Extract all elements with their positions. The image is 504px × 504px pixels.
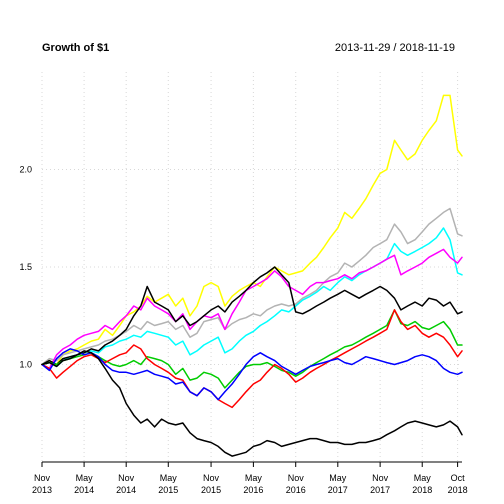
series-line-2 <box>41 207 463 366</box>
x-tick-label-month: Nov <box>288 473 305 483</box>
x-tick-label-month: May <box>160 473 178 483</box>
series-line-7 <box>41 309 463 409</box>
y-tick-label: 2.0 <box>19 165 32 175</box>
y-tick-label: 1.0 <box>19 360 32 370</box>
series-line-4 <box>41 248 463 370</box>
x-tick-label-year: 2017 <box>370 485 390 495</box>
series-lines <box>41 94 463 457</box>
chart-subtitle: 2013-11-29 / 2018-11-19 <box>335 42 455 54</box>
x-tick-label-year: 2015 <box>201 485 221 495</box>
x-tick-label-year: 2016 <box>243 485 263 495</box>
x-tick-label-year: 2016 <box>286 485 306 495</box>
series-line-3 <box>41 227 463 368</box>
grid <box>41 72 462 462</box>
x-tick-label-month: Nov <box>118 473 135 483</box>
x-tick-label-year: 2015 <box>158 485 178 495</box>
y-tick-label: 1.5 <box>19 262 32 272</box>
x-tick-label-month: May <box>414 473 432 483</box>
series-line-6 <box>41 309 463 389</box>
x-tick-label-month: Nov <box>203 473 220 483</box>
x-tick-label-month: Oct <box>451 473 466 483</box>
x-tick-label-year: 2018 <box>412 485 432 495</box>
chart-title: Growth of $1 <box>42 42 109 54</box>
series-line-5 <box>41 266 463 366</box>
x-tick-label-month: May <box>329 473 347 483</box>
x-tick-label-year: 2014 <box>74 485 94 495</box>
x-tick-label-year: 2014 <box>116 485 136 495</box>
series-line-8 <box>41 348 463 401</box>
x-tick-label-month: Nov <box>372 473 389 483</box>
x-tick-label-month: Nov <box>34 473 51 483</box>
x-tick-label-month: May <box>76 473 94 483</box>
series-line-9 <box>41 350 463 457</box>
x-tick-label-year: 2018 <box>448 485 468 495</box>
x-tick-label-month: May <box>245 473 263 483</box>
x-tick-label-year: 2017 <box>328 485 348 495</box>
axes: 1.0 1.5 2.0 Nov 2013 May 2014 Nov 2014 May 2015 Nov… <box>19 165 467 496</box>
x-tick-label-year: 2013 <box>32 485 52 495</box>
